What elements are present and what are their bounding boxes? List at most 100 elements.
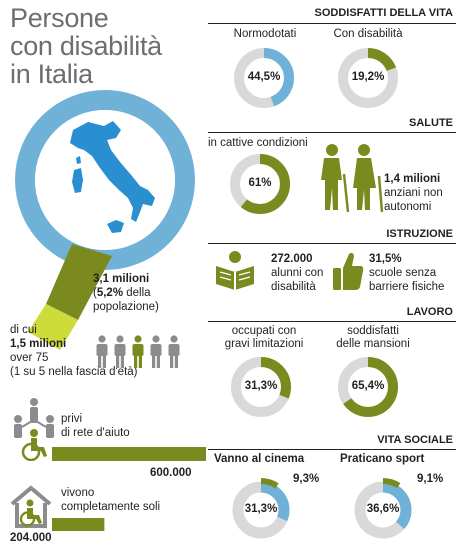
scuole-line3: barriere fisiche	[369, 281, 445, 293]
aid-label-line1: privi	[61, 413, 83, 425]
share-line2: popolazione)	[93, 301, 159, 313]
section-sociale: VITA SOCIALE	[377, 434, 453, 446]
donut-segment	[231, 357, 291, 417]
value-cinema: 31,3%	[244, 503, 278, 515]
reading-student-icon	[216, 251, 254, 290]
title-line-1: Persone	[10, 3, 109, 33]
person-icon	[114, 335, 126, 368]
magnifier-handle-tip	[28, 304, 78, 350]
donut-segment	[338, 48, 398, 108]
total-disabled: 3,1 milioni (5,2% della popolazione)	[93, 272, 159, 314]
person-icon	[96, 335, 108, 368]
donut-segment	[234, 48, 294, 108]
ratio-note: (1 su 5 nella fascia d'età)	[10, 366, 138, 378]
value-normodotati: 44,5%	[247, 71, 281, 83]
rule-istruzione	[208, 243, 456, 244]
donut-cattive-condizioni	[230, 154, 290, 214]
anziani-line2: anziani non	[384, 187, 443, 199]
donut-normodotati	[234, 48, 294, 108]
share-value: 5,2%	[96, 287, 124, 299]
aid-value: 600.000	[150, 467, 192, 479]
label-cinema: Vanno al cinema	[214, 453, 305, 465]
alone-bar	[52, 518, 105, 531]
value-con-disabilita: 19,2%	[351, 71, 385, 83]
elderly-couple-icon	[321, 144, 384, 213]
donut-con-disabilita	[338, 48, 398, 108]
scuole-value: 31,5%	[369, 253, 402, 265]
thumbs-up-icon	[333, 252, 364, 290]
donut-segment	[230, 154, 290, 214]
aid-bar	[52, 447, 206, 461]
section-salute: SALUTE	[409, 117, 453, 129]
anziani-block: 1,4 milioni anziani non autonomi	[384, 172, 443, 214]
rule-sociale	[208, 449, 456, 450]
share-open: (	[93, 287, 97, 299]
italy-map-icon	[70, 121, 155, 233]
donut-sport	[351, 478, 415, 542]
donut-mansioni	[338, 357, 398, 417]
donut-segment-main	[232, 481, 290, 539]
label-mansioni-line1: soddisfatti	[347, 325, 399, 337]
anziani-line3: autonomi	[384, 201, 432, 213]
rule-soddisfatti	[208, 23, 456, 24]
aid-label: privi di rete d'aiuto	[61, 412, 130, 440]
label-mansioni-line2: delle mansioni	[336, 338, 410, 350]
label-sport: Praticano sport	[340, 453, 425, 465]
value-mansioni: 65,4%	[351, 380, 385, 392]
rule-lavoro	[208, 321, 456, 322]
over75-label: over 75	[10, 352, 49, 364]
alone-label-line1: vivono	[61, 487, 95, 499]
over75-value: 1,5 milioni	[10, 338, 67, 350]
section-soddisfatti: SODDISFATTI DELLA VITA	[314, 7, 453, 19]
magnifier-lens	[35, 110, 175, 250]
donut-segment-extra	[351, 478, 415, 542]
magnifier-handle	[46, 244, 112, 320]
donut-cinema	[229, 478, 293, 542]
bar-mark	[52, 447, 206, 461]
magnifier-graphic	[15, 90, 195, 350]
title-line-2: con disabilità	[10, 31, 162, 61]
donut-segment-extra	[229, 478, 293, 542]
label-cattive-condizioni: in cattive condizioni	[208, 137, 308, 149]
value-cinema-inner: 9,3%	[293, 473, 320, 485]
section-lavoro: LAVORO	[406, 306, 453, 318]
alunni-line3: disabilità	[271, 281, 316, 293]
donut-occupati	[231, 357, 291, 417]
group-wheelchair-icon	[14, 398, 54, 461]
alone-label: vivono completamente soli	[61, 486, 160, 514]
alone-label-line2: completamente soli	[61, 501, 161, 513]
label-con-disabilita: Con disabilità	[333, 28, 403, 40]
alunni-value: 272.000	[271, 253, 313, 265]
house-wheelchair-icon	[10, 485, 52, 528]
alunni-block: 272.000 alunni con disabilità	[271, 252, 323, 294]
share-suffix: della	[123, 287, 151, 299]
donut-segment	[338, 357, 398, 417]
title-line-3: in Italia	[10, 59, 93, 89]
rule-salute	[208, 132, 456, 133]
value-sport-inner: 9,1%	[417, 473, 444, 485]
label-occupati-line2: gravi limitazioni	[224, 338, 304, 350]
person-icon	[132, 335, 144, 368]
label-occupati-line1: occupati con	[231, 325, 297, 337]
section-istruzione: ISTRUZIONE	[386, 228, 453, 240]
total-value: 3,1 milioni	[93, 273, 150, 285]
aid-label-line2: di rete d'aiuto	[61, 427, 130, 439]
over75-block: di cui 1,5 milioni over 75 (1 su 5 nella…	[10, 323, 138, 379]
value-sport: 36,6%	[366, 503, 400, 515]
value-occupati: 31,3%	[244, 380, 278, 392]
label-normodotati: Normodotati	[233, 28, 297, 40]
bar-mark	[52, 518, 105, 531]
value-cattive-condizioni: 61%	[248, 177, 272, 189]
scuole-block: 31,5% scuole senza barriere fisiche	[369, 252, 444, 294]
scuole-line2: scuole senza	[369, 267, 437, 279]
person-icon	[168, 335, 180, 368]
alone-value: 204.000	[10, 532, 52, 544]
alunni-line2: alunni con	[271, 267, 324, 279]
page-title: Persone con disabilità in Italia	[10, 4, 162, 88]
anziani-value: 1,4 milioni	[384, 173, 441, 185]
people-ratio-icons	[96, 335, 180, 368]
person-icon	[150, 335, 162, 368]
label-occupati: occupati con gravi limitazioni	[212, 325, 316, 351]
label-soddisfatti-mansioni: soddisfatti delle mansioni	[318, 325, 428, 351]
donut-segment-main	[354, 481, 412, 539]
